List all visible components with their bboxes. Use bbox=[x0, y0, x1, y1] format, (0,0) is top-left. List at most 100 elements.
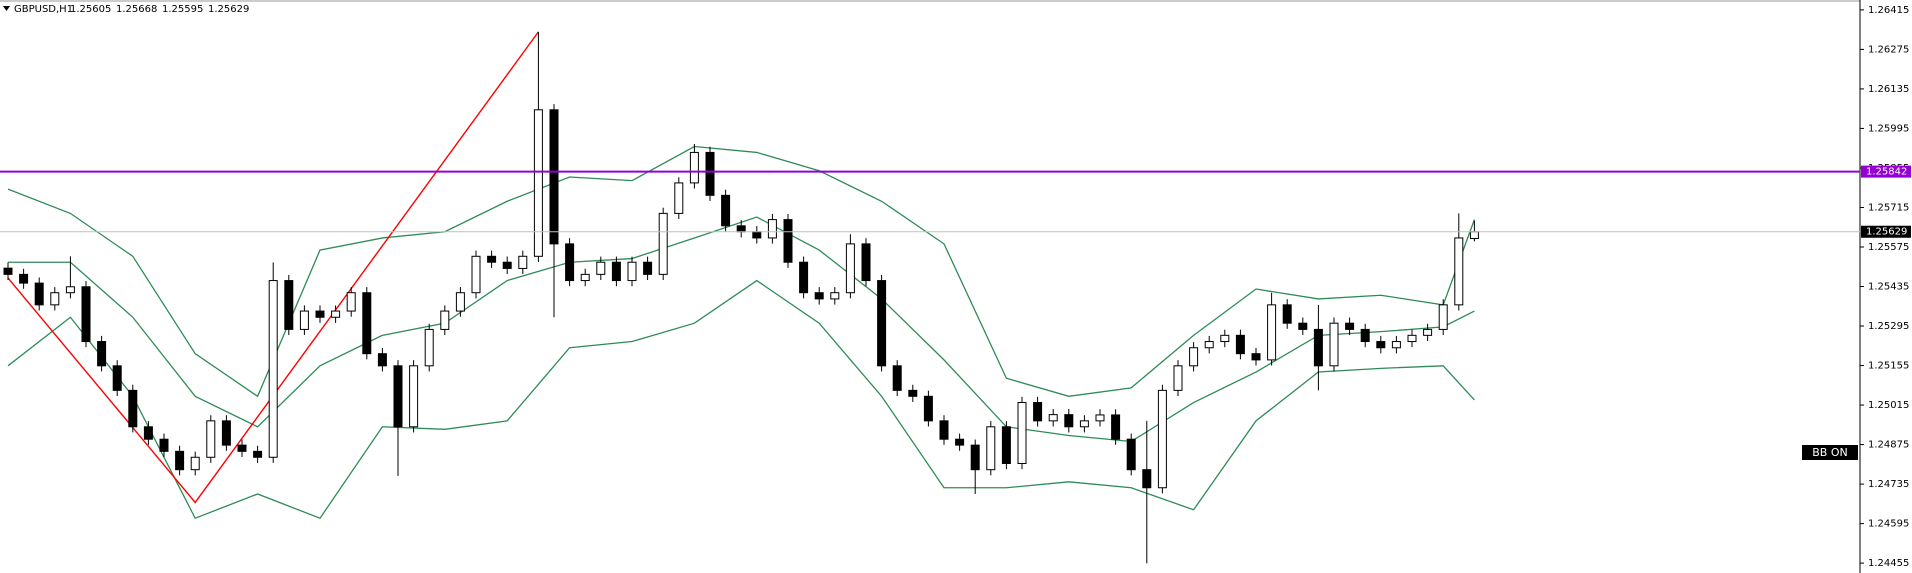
y-tick-label: 1.24875 bbox=[1868, 440, 1909, 451]
candle-body bbox=[518, 255, 528, 269]
candle-body bbox=[299, 310, 309, 330]
candle-body bbox=[1345, 322, 1355, 330]
candle-body bbox=[1313, 328, 1323, 367]
candle-body bbox=[1454, 237, 1464, 306]
candle-body bbox=[752, 231, 762, 239]
candle-body bbox=[1126, 438, 1136, 471]
open-value: 1.25605 bbox=[70, 4, 111, 15]
candle-body bbox=[253, 450, 263, 458]
candle-body bbox=[1329, 322, 1339, 367]
candle-body bbox=[970, 444, 980, 471]
candle-body bbox=[331, 310, 341, 318]
candle-body bbox=[845, 243, 855, 294]
candle-body bbox=[455, 292, 465, 312]
candle-body bbox=[175, 450, 185, 471]
low-value: 1.25595 bbox=[162, 4, 203, 15]
y-tick-label: 1.25015 bbox=[1868, 400, 1909, 411]
candle-body bbox=[736, 225, 746, 233]
badge: BB ON bbox=[1812, 446, 1847, 459]
candle-body bbox=[1173, 365, 1183, 391]
candle-body bbox=[814, 292, 824, 300]
badge-bg bbox=[1802, 445, 1858, 460]
candle-body bbox=[877, 280, 887, 367]
candle-body bbox=[1251, 353, 1261, 361]
candle-body bbox=[1079, 420, 1089, 428]
candle-body bbox=[1033, 402, 1043, 422]
y-tick-label: 1.25435 bbox=[1868, 282, 1909, 293]
candle-body bbox=[1423, 328, 1433, 336]
candle-body bbox=[377, 353, 387, 367]
candle-body bbox=[721, 194, 731, 227]
candle-body bbox=[268, 280, 278, 458]
candle-body bbox=[892, 365, 902, 391]
candle-body bbox=[1391, 341, 1401, 349]
candle-body bbox=[81, 286, 91, 343]
candle-body bbox=[1469, 231, 1479, 240]
y-tick-label: 1.25995 bbox=[1868, 123, 1909, 134]
candle-body bbox=[237, 444, 247, 452]
candle-body bbox=[190, 456, 200, 471]
candle-body bbox=[143, 426, 153, 440]
candle-body bbox=[3, 267, 13, 275]
price-label: 1.25629 bbox=[1866, 227, 1907, 238]
candle-body bbox=[1001, 426, 1011, 464]
candle-body bbox=[580, 273, 590, 282]
candle-body bbox=[658, 212, 668, 275]
candle-body bbox=[1111, 414, 1121, 440]
candle-body bbox=[1064, 414, 1074, 428]
candle-body bbox=[159, 438, 169, 452]
candle-body bbox=[1048, 414, 1058, 422]
y-tick-label: 1.26135 bbox=[1868, 84, 1909, 95]
candle-body bbox=[502, 261, 512, 269]
candle-body bbox=[97, 341, 107, 367]
band-line bbox=[7, 145, 1476, 398]
candle-body bbox=[643, 261, 653, 275]
candle-body bbox=[627, 261, 637, 282]
candle-body bbox=[346, 292, 356, 312]
candle-body bbox=[128, 389, 138, 428]
candle-body bbox=[1282, 304, 1292, 324]
candle-body bbox=[315, 310, 325, 318]
candle-body bbox=[1095, 414, 1105, 422]
candles bbox=[3, 31, 1479, 564]
candle-body bbox=[923, 395, 933, 422]
price-label-bg bbox=[1861, 225, 1911, 238]
menu-arrow[interactable] bbox=[3, 6, 10, 11]
candle-body bbox=[767, 219, 777, 239]
candle-body bbox=[611, 261, 621, 282]
candle-body bbox=[596, 261, 606, 275]
candle-body bbox=[471, 255, 481, 294]
candle-body bbox=[689, 151, 699, 184]
candle-body bbox=[34, 282, 44, 306]
band-line bbox=[7, 279, 1475, 520]
candle-body bbox=[939, 420, 949, 440]
symbol: GBPUSD,H1 bbox=[14, 4, 73, 15]
candle-body bbox=[1220, 334, 1230, 343]
bollinger-bands bbox=[7, 145, 1476, 520]
y-tick-label: 1.24735 bbox=[1868, 479, 1909, 490]
candle-body bbox=[487, 255, 497, 263]
candle-body bbox=[705, 151, 715, 196]
candle-body bbox=[1438, 304, 1448, 330]
candle-body bbox=[533, 109, 543, 257]
candle-body bbox=[1407, 334, 1417, 343]
candle-body bbox=[1157, 389, 1167, 489]
y-tick-label: 1.24595 bbox=[1868, 519, 1909, 530]
candle-body bbox=[1189, 347, 1199, 367]
y-tick-label: 1.25295 bbox=[1868, 321, 1909, 332]
candle-body bbox=[830, 292, 840, 300]
candle-body bbox=[783, 219, 793, 263]
candle-body bbox=[440, 310, 450, 330]
trendline bbox=[7, 31, 539, 504]
candle-body bbox=[549, 109, 559, 245]
band-line bbox=[8, 216, 1475, 443]
candle-body bbox=[19, 273, 29, 284]
candle-body bbox=[206, 420, 216, 458]
candle-body bbox=[799, 261, 809, 294]
candle-body bbox=[986, 426, 996, 471]
y-tick-label: 1.25155 bbox=[1868, 361, 1909, 372]
high-value: 1.25668 bbox=[116, 4, 157, 15]
candle-body bbox=[955, 438, 965, 446]
candle-body bbox=[1376, 341, 1386, 349]
